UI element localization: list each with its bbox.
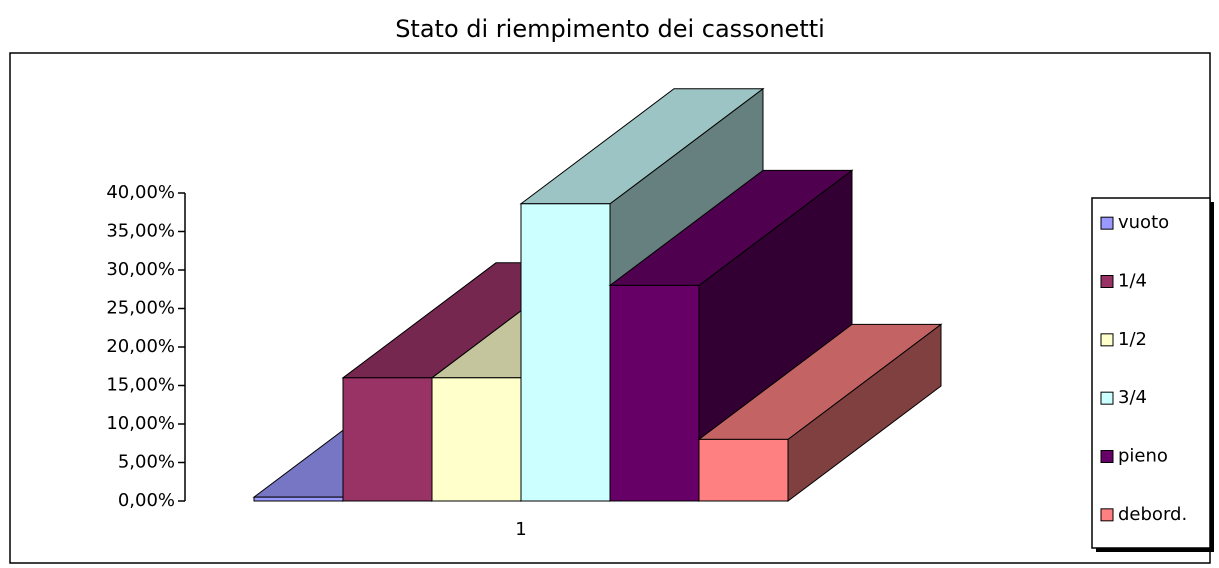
legend-swatch (1100, 508, 1114, 522)
bar-front (609, 284, 700, 502)
legend-swatch (1100, 275, 1114, 288)
y-tick-label: 15,00% (106, 375, 175, 396)
y-tick-label: 5,00% (118, 452, 175, 473)
x-tick-label: 1 (515, 519, 526, 540)
bar-front (698, 438, 789, 502)
legend-label: 3/4 (1118, 387, 1147, 408)
legend (1091, 197, 1211, 549)
chart-title: Stato di riempimento dei cassonetti (395, 15, 825, 43)
legend-label: 1/2 (1118, 329, 1147, 350)
legend-label: debord. (1118, 504, 1187, 525)
bar-front (253, 496, 344, 502)
legend-swatch (1100, 333, 1114, 347)
legend-swatch (1100, 450, 1114, 463)
legend-swatch (1100, 391, 1114, 405)
legend-label: 1/4 (1118, 271, 1147, 292)
bar (697, 323, 943, 503)
y-tick-label: 25,00% (106, 298, 175, 319)
y-tick-label: 35,00% (106, 221, 175, 242)
y-tick-label: 40,00% (106, 182, 175, 203)
legend-swatch (1100, 216, 1114, 230)
y-tick-label: 30,00% (106, 259, 175, 280)
y-tick-label: 0,00% (118, 490, 175, 511)
bar-front (520, 203, 611, 502)
legend-label: vuoto (1118, 212, 1169, 233)
legend-label: pieno (1118, 446, 1168, 467)
bar-front (431, 377, 522, 502)
y-tick-label: 20,00% (106, 336, 175, 357)
bar-front (342, 377, 433, 502)
y-tick-label: 10,00% (106, 413, 175, 434)
